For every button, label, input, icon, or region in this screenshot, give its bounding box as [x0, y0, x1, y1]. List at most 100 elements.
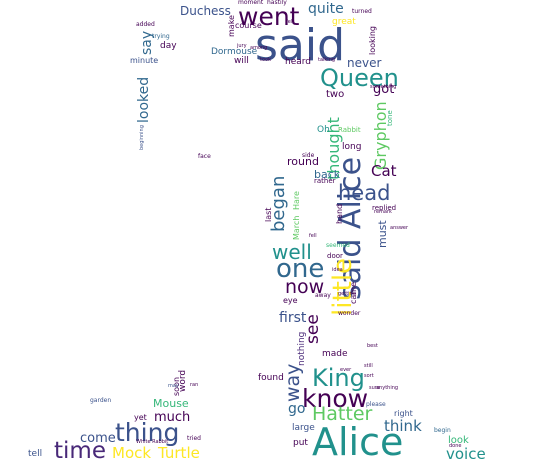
- word-began: began: [268, 175, 289, 232]
- word-hatter: Hatter: [312, 403, 373, 425]
- word-cat: Cat: [371, 162, 397, 180]
- word-looked: looked: [136, 76, 152, 123]
- word-jury: jury: [237, 43, 247, 49]
- word-two: two: [326, 89, 345, 100]
- word-hand: hand: [335, 203, 344, 224]
- word-eye: eye: [283, 296, 298, 305]
- word-word: word: [178, 369, 188, 392]
- word-will: will: [234, 56, 249, 66]
- word-fell: fell: [309, 233, 317, 239]
- word-wonder: wonder: [338, 310, 361, 317]
- word-idea: idea: [332, 267, 343, 273]
- word-alice-big: Alice: [312, 420, 404, 462]
- word-mouse: Mouse: [153, 397, 189, 410]
- word-voice: voice: [446, 445, 486, 462]
- word-ran: ran: [190, 382, 199, 388]
- word-tone: tone: [386, 110, 394, 126]
- word-talking: talking: [318, 57, 336, 63]
- word-go: go: [288, 401, 306, 417]
- word-must: must: [376, 220, 389, 248]
- word-mock: Mock: [112, 444, 152, 462]
- word-nothing: nothing: [297, 331, 307, 366]
- word-face: face: [198, 153, 211, 160]
- word-remark: remark: [374, 209, 392, 215]
- word-think: think: [384, 417, 422, 435]
- word-march: March: [292, 215, 301, 240]
- word-great: great: [332, 17, 356, 27]
- word-found: found: [258, 373, 284, 383]
- word-course: course: [235, 21, 262, 30]
- word-know: know: [302, 384, 369, 413]
- word-yet: yet: [134, 413, 147, 422]
- word-side: side: [302, 152, 315, 159]
- word-tell: tell: [28, 449, 43, 459]
- word-minute: minute: [130, 56, 159, 65]
- word-said: said: [255, 20, 346, 71]
- word-felt: felt: [286, 19, 295, 25]
- word-much: much: [154, 410, 191, 425]
- word-see: see: [303, 314, 323, 344]
- word-ever: ever: [340, 367, 352, 373]
- word-tried: tried: [187, 435, 201, 442]
- word-well: well: [272, 240, 312, 264]
- word-made: made: [322, 349, 348, 359]
- word-thing: thing: [115, 418, 180, 447]
- word-beginning: beginning: [139, 125, 145, 150]
- word-right: right: [394, 409, 413, 418]
- word-one: one: [276, 254, 325, 284]
- word-went: went: [238, 2, 300, 31]
- word-look: look: [448, 435, 469, 446]
- word-oh: Oh: [317, 125, 330, 135]
- word-hare: Hare: [292, 191, 301, 210]
- word-door: door: [327, 252, 343, 260]
- word-way: way: [282, 363, 304, 402]
- word-turned: turned: [352, 8, 372, 15]
- word-quite: quite: [308, 1, 344, 17]
- word-rather: rather: [314, 177, 336, 185]
- word-may: may: [168, 383, 179, 389]
- word-looking: looking: [368, 25, 377, 55]
- word-among: among: [250, 45, 268, 51]
- word-sort: sort: [364, 373, 374, 379]
- word-dormouse: Dormouse: [211, 47, 258, 57]
- word-come: come: [80, 431, 116, 446]
- word-time: time: [54, 438, 106, 462]
- word-head: head: [338, 181, 391, 205]
- word-back: back: [314, 168, 341, 181]
- word-anything: anything: [376, 385, 399, 391]
- word-answer: answer: [390, 225, 409, 231]
- word-long: long: [342, 142, 362, 152]
- word-heard: heard: [285, 57, 312, 67]
- word-garden: garden: [90, 397, 112, 404]
- word-added: added: [136, 21, 155, 28]
- word-never: never: [347, 56, 382, 70]
- word-moment: moment: [238, 0, 264, 6]
- word-now: now: [285, 276, 325, 298]
- word-replied: replied: [372, 204, 397, 212]
- word-first: first: [279, 310, 307, 326]
- word-day: day: [160, 41, 177, 51]
- word-trying: trying: [152, 33, 170, 40]
- word-last: last: [264, 207, 273, 222]
- word-white-rabbit: White Rabbit: [136, 439, 169, 445]
- word-still: still: [364, 363, 373, 369]
- word-queen: Queen: [320, 64, 399, 92]
- word-king: King: [312, 364, 365, 392]
- word-begin: begin: [434, 427, 451, 434]
- word-best: best: [367, 343, 378, 349]
- word-round: round: [287, 155, 319, 168]
- word-rabbit: Rabbit: [338, 126, 361, 134]
- word-duchess: Duchess: [180, 4, 231, 18]
- word-please: please: [366, 401, 386, 408]
- word-something: something: [370, 84, 397, 90]
- word-getting: getting: [338, 291, 356, 297]
- word-turtle: Turtle: [158, 444, 200, 462]
- word-large: large: [292, 423, 315, 433]
- word-got: got: [373, 82, 395, 97]
- word-away: away: [315, 292, 331, 299]
- word-put: put: [293, 438, 308, 448]
- word-hastily: hastily: [267, 0, 287, 6]
- word-seemed: seemed: [326, 242, 350, 249]
- word-took: took: [260, 57, 271, 63]
